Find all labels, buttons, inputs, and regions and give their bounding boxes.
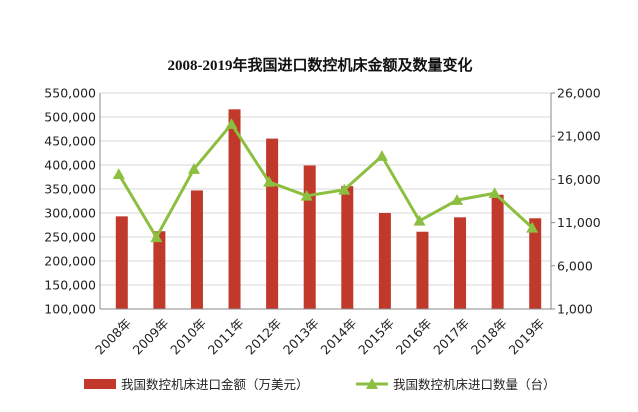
- x-tick-label: 2012年: [242, 316, 284, 358]
- line-point: [112, 168, 125, 180]
- y-right-tick-label: 16,000: [557, 172, 601, 187]
- line-point: [300, 189, 313, 201]
- x-ticks: 2008年2009年2010年2011年2012年2013年2014年2015年…: [92, 316, 547, 358]
- y-left-tick-label: 100,000: [44, 302, 96, 317]
- legend-label-line: 我国数控机床进口数量（台）: [393, 377, 556, 392]
- x-tick-label: 2017年: [430, 316, 472, 358]
- legend-swatch-bar: [84, 379, 116, 389]
- y-right-ticks: 1,000 6,000 11,000 16,000 21,000 26,000: [557, 86, 601, 317]
- line-point: [451, 194, 464, 205]
- y-left-tick-label: 350,000: [44, 182, 96, 197]
- x-tick-label: 2013年: [280, 316, 322, 358]
- bar: [491, 194, 504, 309]
- y-left-tick-label: 150,000: [44, 278, 96, 293]
- line-point: [488, 187, 501, 199]
- line-point: [338, 183, 351, 195]
- y-right-tick-label: 21,000: [557, 129, 601, 144]
- bar: [416, 231, 429, 309]
- bar: [228, 109, 241, 309]
- line-point: [225, 118, 238, 129]
- bar: [454, 217, 467, 309]
- legend: 我国数控机床进口金额（万美元） 我国数控机床进口数量（台）: [84, 377, 556, 392]
- bar: [529, 218, 542, 309]
- chart-title: 2008-2019年我国进口数控机床金额及数量变化: [168, 56, 473, 74]
- y-left-tick-label: 450,000: [44, 134, 96, 149]
- y-right-tick-label: 6,000: [557, 258, 593, 273]
- x-tick-label: 2019年: [505, 316, 547, 358]
- legend-marker-line: [366, 378, 378, 389]
- line-series: [112, 118, 539, 243]
- x-tick-label: 2015年: [355, 316, 397, 358]
- y-left-ticks: 100,000 150,000 200,000 250,000 300,000 350,0…: [44, 86, 96, 317]
- y-right-tick-label: 11,000: [557, 215, 601, 230]
- axes: [99, 92, 555, 310]
- line-point: [263, 175, 276, 187]
- x-tick-label: 2011年: [205, 316, 247, 358]
- y-left-tick-label: 550,000: [44, 86, 96, 101]
- bar: [115, 216, 128, 309]
- line-point: [526, 221, 539, 233]
- x-tick-label: 2018年: [468, 316, 510, 358]
- bar: [266, 138, 279, 309]
- line-point: [187, 163, 200, 174]
- series-line: [117, 122, 534, 239]
- x-tick-label: 2008年: [92, 316, 134, 358]
- line-point: [413, 214, 426, 226]
- bar: [153, 231, 166, 309]
- y-left-tick-label: 400,000: [44, 158, 96, 173]
- x-tick-label: 2016年: [393, 316, 435, 358]
- x-tick-label: 2014年: [318, 316, 360, 358]
- y-right-tick-label: 1,000: [557, 302, 593, 317]
- x-tick-label: 2009年: [130, 316, 172, 358]
- bar: [378, 213, 391, 309]
- bar-series: [115, 109, 542, 309]
- legend-label-bar: 我国数控机床进口金额（万美元）: [121, 377, 309, 392]
- bar: [341, 186, 354, 309]
- bar: [303, 165, 316, 309]
- line-point: [150, 231, 163, 243]
- y-left-tick-label: 500,000: [44, 110, 96, 125]
- gridlines: [100, 92, 551, 310]
- y-right-tick-label: 26,000: [557, 86, 601, 101]
- y-left-tick-label: 200,000: [44, 254, 96, 269]
- x-tick-label: 2010年: [167, 316, 209, 358]
- line-point: [375, 150, 388, 161]
- y-left-tick-label: 250,000: [44, 230, 96, 245]
- bar: [190, 190, 203, 309]
- y-left-tick-label: 300,000: [44, 206, 96, 221]
